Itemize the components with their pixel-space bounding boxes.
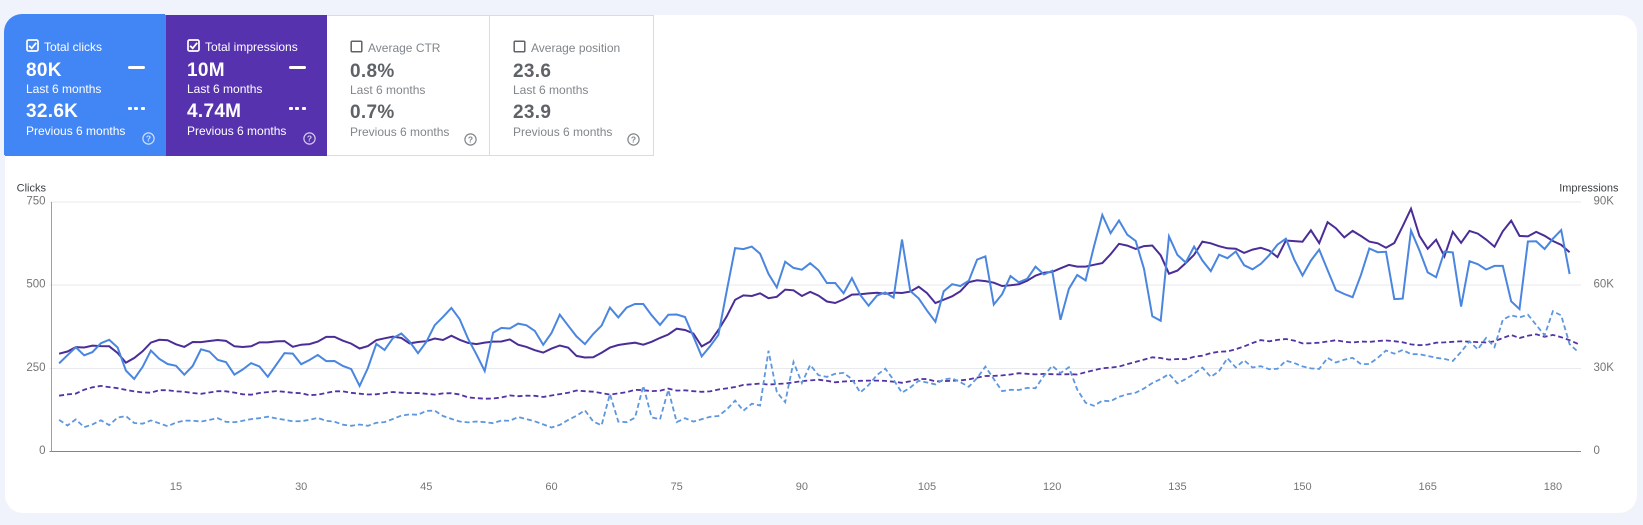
svg-text:0: 0 — [39, 445, 45, 457]
svg-text:60: 60 — [545, 481, 557, 493]
svg-text:500: 500 — [26, 279, 45, 291]
svg-text:?: ? — [307, 133, 312, 143]
svg-text:?: ? — [631, 134, 636, 144]
svg-text:30K: 30K — [1594, 362, 1615, 374]
svg-text:90K: 90K — [1594, 196, 1615, 208]
svg-text:60K: 60K — [1594, 279, 1615, 291]
svg-text:?: ? — [468, 134, 473, 144]
svg-text:150: 150 — [1293, 481, 1311, 493]
svg-text:?: ? — [146, 133, 151, 143]
svg-text:180: 180 — [1544, 481, 1562, 493]
svg-text:90: 90 — [796, 481, 808, 493]
svg-text:135: 135 — [1168, 481, 1186, 493]
svg-text:105: 105 — [918, 481, 936, 493]
svg-text:120: 120 — [1043, 481, 1061, 493]
svg-text:45: 45 — [420, 481, 432, 493]
svg-text:Impressions: Impressions — [1559, 182, 1619, 194]
svg-text:250: 250 — [26, 362, 45, 374]
svg-text:0: 0 — [1594, 445, 1600, 457]
svg-text:30: 30 — [295, 481, 307, 493]
svg-text:Clicks: Clicks — [17, 182, 47, 194]
svg-text:750: 750 — [26, 196, 45, 208]
svg-text:165: 165 — [1419, 481, 1437, 493]
svg-text:15: 15 — [170, 481, 182, 493]
svg-text:75: 75 — [671, 481, 683, 493]
